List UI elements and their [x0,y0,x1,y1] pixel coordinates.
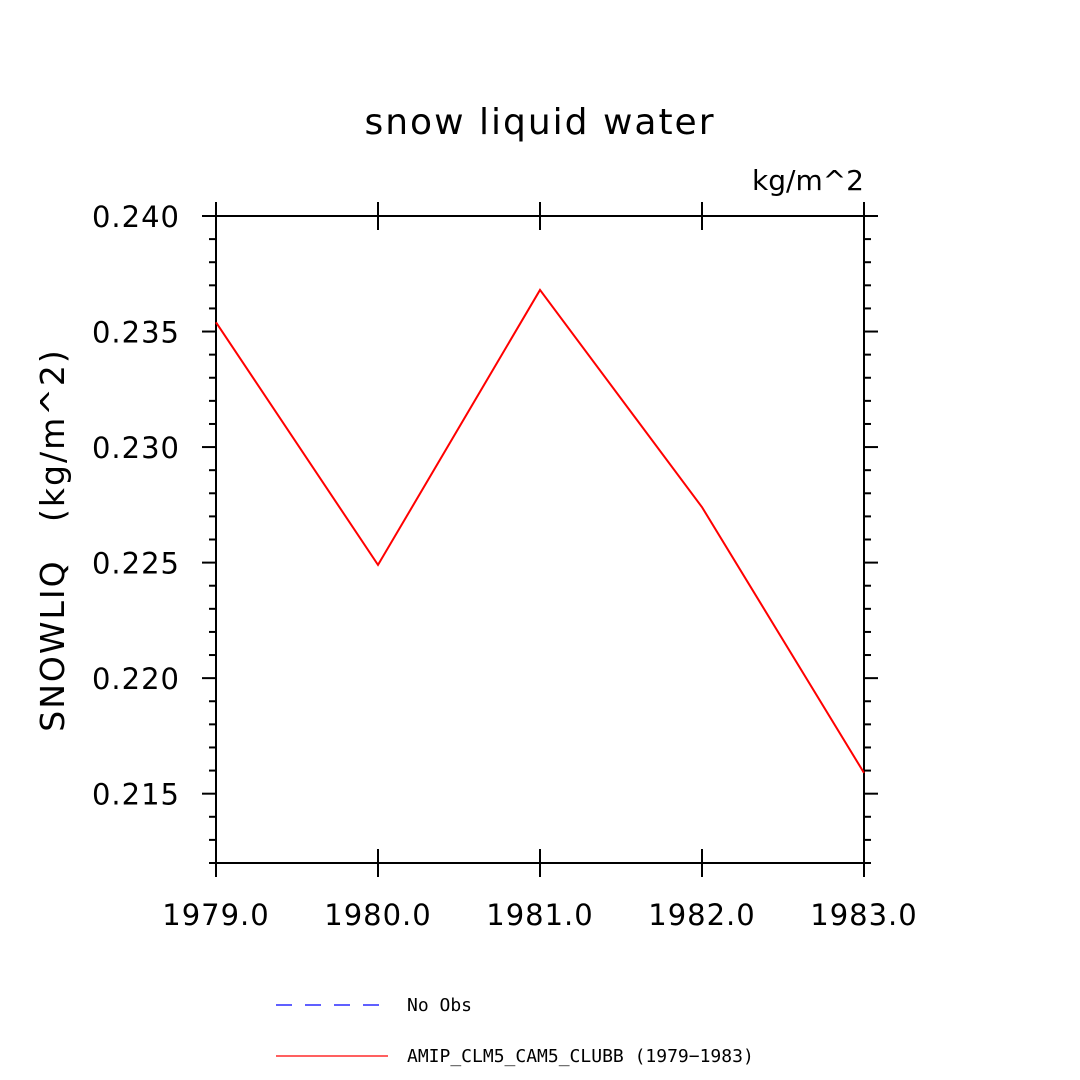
series-line [215,288,865,774]
x-tick-label: 1981.0 [486,898,593,932]
y-tick-label: 0.220 [92,662,180,696]
axis-ticks [202,202,878,877]
y-tick-label: 0.215 [92,778,180,812]
legend-label: AMIP_CLM5_CAM5_CLUBB (1979−1983) [407,1046,754,1067]
units-label: kg/m^2 [752,164,864,197]
y-tick-label: 0.225 [92,547,180,581]
axis-tick-labels: 1979.0 1980.0 1981.0 1982.0 1983.0 0.215 0.220… [92,200,917,932]
chart-title: snow liquid water [364,102,715,143]
data-series [215,288,865,774]
plot-frame [215,215,865,864]
x-tick-label: 1982.0 [648,898,755,932]
x-tick-label: 1983.0 [810,898,917,932]
legend: No Obs AMIP_CLM5_CAM5_CLUBB (1979−1983) [276,995,754,1067]
x-tick-label: 1979.0 [162,898,269,932]
y-tick-label: 0.240 [92,200,180,234]
x-tick-label: 1980.0 [324,898,431,932]
y-axis-label: SNOWLIQ (kg/m^2) [33,348,72,732]
legend-label: No Obs [407,995,472,1016]
y-tick-label: 0.230 [92,431,180,465]
y-tick-label: 0.235 [92,316,180,350]
